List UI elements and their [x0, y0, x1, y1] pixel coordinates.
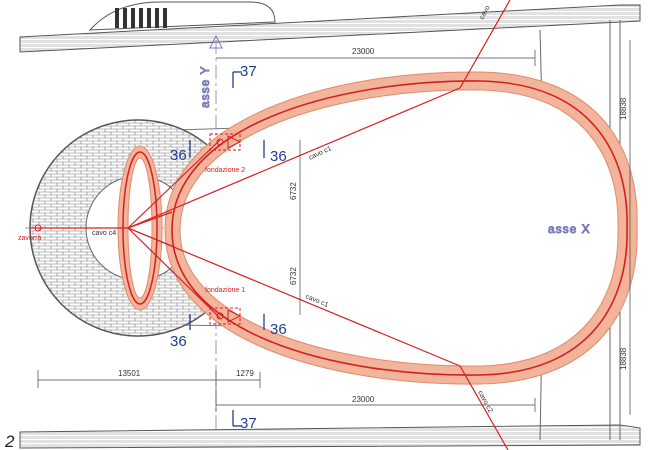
section-37-top: 37 — [240, 63, 257, 80]
foundation-2 — [209, 133, 242, 151]
label-left-anchor: zavorra — [18, 235, 41, 242]
dim-inner-lower: 6732 — [289, 267, 298, 285]
dimension-lines — [37, 40, 631, 415]
dim-bottom-span: 23000 — [352, 395, 375, 404]
section-marker-lower — [189, 314, 265, 330]
section-marker-top — [232, 71, 242, 88]
bottom-pavement — [19, 424, 641, 449]
dim-mid-bottom: 1279 — [236, 369, 254, 378]
section-marker-upper — [189, 140, 265, 158]
figure-number: 2 — [4, 432, 15, 450]
axis-y-arrow — [209, 34, 223, 49]
top-pavement — [19, 1, 641, 53]
dim-left-bottom: 13501 — [118, 369, 141, 378]
section-36-lower-left: 36 — [170, 333, 187, 350]
zebra-crossing — [115, 8, 167, 28]
foundation-1 — [209, 307, 242, 325]
left-anchor — [34, 224, 42, 232]
section-36-upper-right: 36 — [270, 148, 287, 165]
section-37-bottom: 37 — [240, 415, 257, 432]
dim-top-span: 23000 — [352, 47, 375, 56]
axis-x-label: asse X — [548, 222, 591, 236]
label-fondazione-2: fondazione 2 — [205, 167, 245, 174]
cable-ring-outer — [164, 71, 638, 385]
dim-right-upper: 18838 — [619, 97, 628, 120]
label-fondazione-1: fondazione 1 — [205, 287, 245, 294]
dim-inner-upper: 6732 — [289, 182, 298, 200]
label-cavo-c4: cavo c4 — [92, 230, 116, 237]
section-36-upper-left: 36 — [170, 147, 187, 164]
cables — [30, 0, 511, 450]
dim-right-lower: 18838 — [619, 347, 628, 370]
axis-y-label: asse Y — [198, 66, 212, 108]
section-marker-bottom — [232, 410, 242, 427]
section-36-lower-right: 36 — [270, 321, 287, 338]
